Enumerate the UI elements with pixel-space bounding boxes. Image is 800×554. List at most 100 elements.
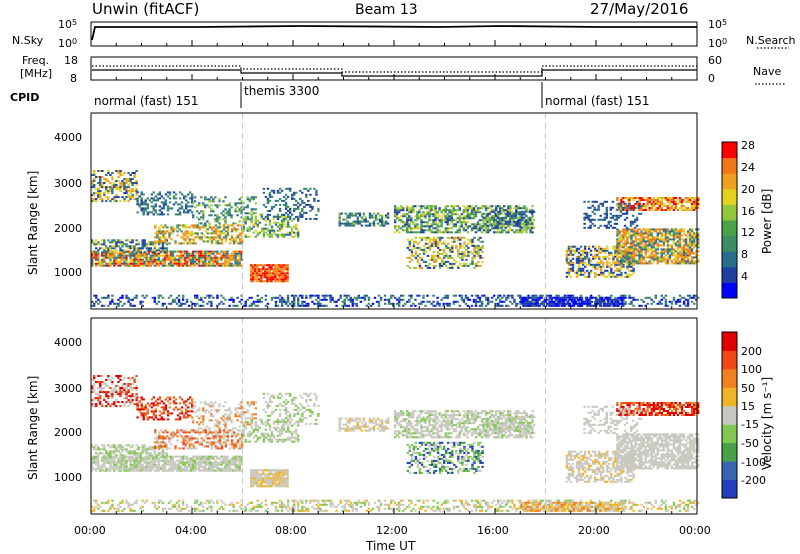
power-cell <box>486 212 489 215</box>
power-cell <box>638 304 641 307</box>
power-cell <box>672 207 676 209</box>
power-cell <box>593 224 596 227</box>
power-cell <box>103 249 106 252</box>
power-cell <box>121 256 124 259</box>
power-cell <box>280 223 284 226</box>
power-cell <box>449 262 452 265</box>
power-cell <box>93 294 96 297</box>
power-cell <box>571 267 575 270</box>
power-cell <box>218 218 221 221</box>
power-cell <box>462 205 466 208</box>
power-cell <box>430 219 433 222</box>
power-cell <box>362 212 366 215</box>
power-cell <box>636 250 639 253</box>
power-cell <box>571 263 575 266</box>
power-cell <box>200 256 203 259</box>
power-cell <box>280 266 283 269</box>
power-cell <box>580 302 584 305</box>
power-cell <box>297 298 300 301</box>
power-cell <box>509 209 512 212</box>
power-cell <box>220 294 223 297</box>
power-cell <box>264 272 267 275</box>
power-cell <box>568 304 572 307</box>
power-cell <box>202 262 205 265</box>
power-cell <box>477 252 480 255</box>
power-cell <box>620 201 623 203</box>
power-cell <box>286 233 290 236</box>
power-cell <box>156 193 160 196</box>
power-cell <box>344 222 347 225</box>
power-cell <box>143 252 146 255</box>
power-cell <box>587 275 591 278</box>
power-cell <box>174 240 177 243</box>
power-cell <box>226 226 230 229</box>
power-cell <box>289 209 292 212</box>
power-cell <box>162 232 165 235</box>
power-cell <box>293 203 296 206</box>
power-cell <box>166 230 169 233</box>
power-cell <box>252 274 255 277</box>
power-cell <box>101 258 104 261</box>
power-cell <box>693 302 696 305</box>
power-cell <box>115 251 118 254</box>
power-cell <box>440 225 443 228</box>
power-cell <box>571 257 575 260</box>
power-cell <box>301 296 304 299</box>
power-cell <box>632 260 635 263</box>
power-cell <box>638 203 641 205</box>
power-cell <box>440 223 443 226</box>
power-cell <box>434 207 437 210</box>
power-cell <box>616 269 619 272</box>
power-cell <box>528 300 531 303</box>
power-cell <box>594 265 597 268</box>
power-cell <box>262 229 266 232</box>
power-cell <box>460 217 464 220</box>
power-cell <box>599 218 602 221</box>
power-cell <box>606 249 609 252</box>
power-cell <box>362 218 366 221</box>
power-cell <box>192 202 195 205</box>
power-cell <box>526 304 529 307</box>
power-cell <box>496 226 499 229</box>
power-cell <box>654 236 657 239</box>
power-cell <box>200 264 203 267</box>
power-cell <box>99 190 102 193</box>
power-cell <box>662 258 666 261</box>
power-cell <box>478 211 482 214</box>
power-cell <box>117 254 120 257</box>
power-cell <box>644 260 647 263</box>
power-cell <box>276 304 280 307</box>
power-cell <box>200 222 203 225</box>
power-cell <box>182 224 185 227</box>
power-cell <box>284 217 288 220</box>
power-cell <box>444 219 447 222</box>
power-cell <box>254 304 257 307</box>
power-cell <box>107 304 110 307</box>
power-cell <box>562 302 566 305</box>
power-cell <box>628 246 631 249</box>
power-cell <box>686 232 690 235</box>
power-cell <box>637 206 641 209</box>
power-cell <box>674 197 678 199</box>
power-cell <box>135 256 138 259</box>
power-cell <box>286 278 289 281</box>
power-cell <box>480 302 484 305</box>
power-cell <box>652 201 655 203</box>
power-cell <box>542 304 545 307</box>
power-cell <box>637 212 641 215</box>
power-cell <box>99 176 102 178</box>
power-cell <box>377 294 381 297</box>
power-cell <box>115 243 118 246</box>
power-cell <box>353 302 356 305</box>
power-cell <box>470 211 474 214</box>
power-cell <box>208 214 211 217</box>
power-cell <box>603 212 606 215</box>
power-cell <box>141 252 144 255</box>
power-cell <box>422 294 425 297</box>
power-cell <box>127 200 130 203</box>
power-cell <box>446 213 449 216</box>
power-cell <box>111 245 114 248</box>
power-cell <box>190 260 193 263</box>
power-cell <box>418 246 422 249</box>
power-cell <box>566 296 570 299</box>
